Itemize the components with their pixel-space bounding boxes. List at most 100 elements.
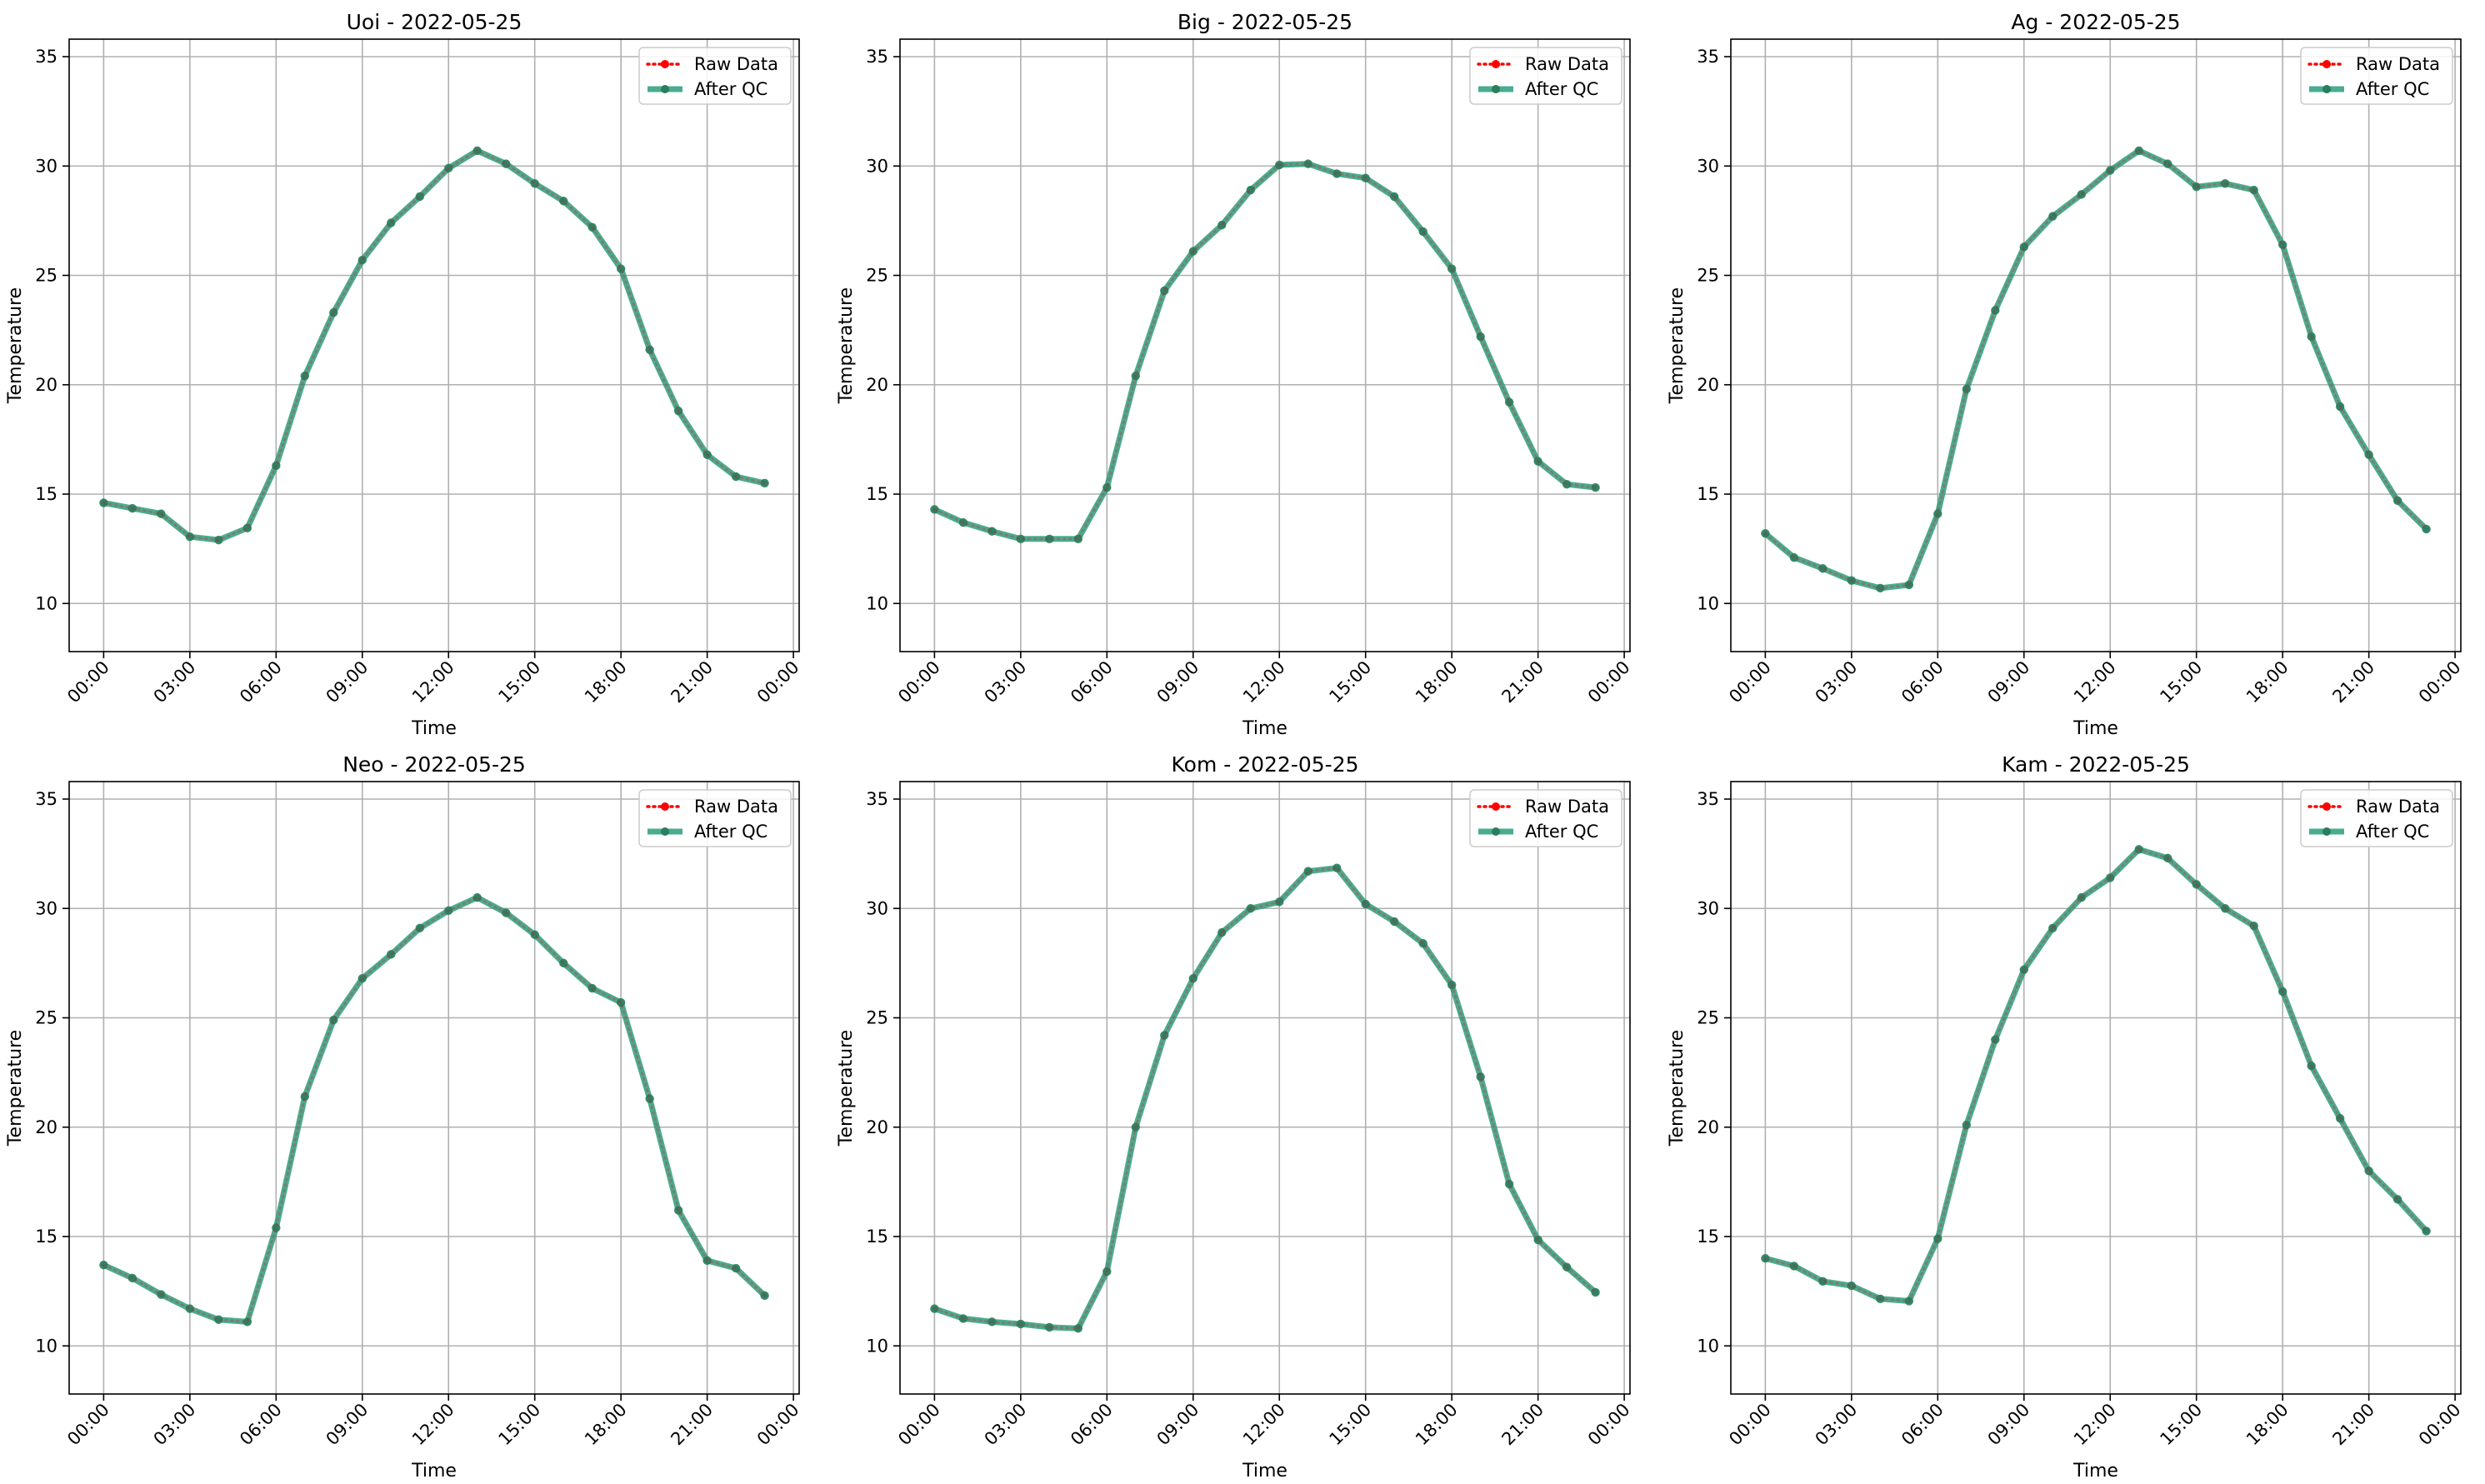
chart-title: Kom - 2022-05-25 [1172,752,1359,777]
series-line-after-qc [931,865,1599,1332]
point-after-qc [1160,1031,1169,1040]
point-after-qc [1533,457,1542,466]
point-after-qc [2163,853,2172,863]
y-tick-label: 25 [1697,1008,1719,1028]
axes-frame [1730,38,2462,652]
y-tick-label: 15 [866,484,888,504]
point-after-qc [472,892,482,902]
point-after-qc [2192,182,2201,192]
x-axis-label: Time [411,718,457,739]
chart-title: Big - 2022-05-25 [1178,10,1352,34]
y-tick-label: 35 [35,47,58,67]
point-after-qc [2364,450,2373,459]
point-after-qc [2163,159,2172,168]
y-axis-label: Temperature [5,1030,26,1147]
chart-title: Uoi - 2022-05-25 [347,10,522,34]
point-after-qc [1818,564,1828,573]
y-tick-label: 10 [866,1336,888,1356]
point-after-qc [1962,384,1972,394]
point-after-qc [1904,1297,1914,1306]
point-after-qc [1418,939,1428,948]
point-after-qc [1847,576,1857,585]
legend-marker-raw-data [2322,802,2331,811]
point-after-qc [185,532,195,542]
legend-label-after-qc: After QC [2356,822,2429,842]
point-after-qc [2077,892,2086,902]
point-after-qc [1246,185,1255,195]
y-axis-label: Temperature [1667,287,1688,404]
point-after-qc [1591,482,1600,492]
point-after-qc [673,407,683,416]
point-after-qc [588,983,597,993]
point-after-qc [272,461,281,471]
point-after-qc [2106,873,2115,882]
point-after-qc [1876,1294,1885,1304]
legend-label-after-qc: After QC [2356,79,2429,99]
series-line-after-qc [1762,846,2430,1304]
point-after-qc [558,197,568,206]
point-after-qc [300,372,310,381]
point-after-qc [731,1263,741,1273]
y-tick-label: 35 [866,47,888,67]
point-after-qc [1591,1287,1600,1297]
point-after-qc [2019,242,2028,252]
series-line-raw-data [1763,149,2428,590]
point-after-qc [157,509,166,518]
y-tick-label: 25 [1697,266,1719,286]
point-after-qc [1188,247,1198,256]
y-tick-label: 20 [1697,1117,1719,1137]
point-after-qc [272,1223,281,1232]
point-after-qc [2422,524,2431,534]
point-after-qc [1303,159,1312,168]
point-after-qc [702,1256,712,1266]
point-after-qc [1562,479,1572,489]
legend-marker-after-qc [2322,827,2331,836]
point-after-qc [329,1015,338,1025]
legend-label-raw-data: Raw Data [1525,797,1609,817]
point-after-qc [1389,917,1399,927]
y-tick-label: 15 [35,1227,58,1247]
point-after-qc [1016,534,1026,544]
point-after-qc [2278,240,2288,249]
point-after-qc [2335,1114,2345,1123]
series-line-raw-data [932,162,1598,541]
point-after-qc [300,1092,310,1102]
point-after-qc [645,345,654,354]
point-after-qc [2307,1062,2316,1071]
point-after-qc [1218,927,1227,937]
series-line-raw-data [932,867,1598,1330]
point-after-qc [2134,845,2143,854]
point-after-qc [128,503,138,513]
point-after-qc [1389,192,1399,202]
point-after-qc [1476,1072,1485,1082]
axes-frame [68,781,800,1395]
point-after-qc [128,1273,138,1283]
x-axis-label: Time [1242,1461,1288,1482]
axes-frame [68,38,800,652]
y-tick-label: 20 [866,1117,888,1137]
point-after-qc [2134,146,2143,156]
point-after-qc [558,958,568,968]
legend-label-after-qc: After QC [694,79,768,99]
point-after-qc [588,222,597,232]
point-after-qc [472,146,482,156]
axes-frame [899,781,1631,1395]
y-tick-label: 20 [35,1117,58,1137]
legend-label-raw-data: Raw Data [694,797,778,817]
axes-frame [899,38,1631,652]
y-tick-label: 20 [866,375,888,395]
y-tick-label: 20 [1697,375,1719,395]
chart-title: Ag - 2022-05-25 [2011,10,2180,34]
point-after-qc [1562,1262,1572,1272]
point-after-qc [1904,580,1914,590]
legend-label-raw-data: Raw Data [2356,54,2440,74]
y-tick-label: 15 [1697,484,1719,504]
point-after-qc [958,1314,968,1323]
point-after-qc [1991,1035,2000,1044]
point-after-qc [444,163,453,173]
point-after-qc [1761,529,1770,538]
y-tick-label: 25 [866,1008,888,1028]
point-after-qc [731,472,741,482]
point-after-qc [242,1317,252,1327]
